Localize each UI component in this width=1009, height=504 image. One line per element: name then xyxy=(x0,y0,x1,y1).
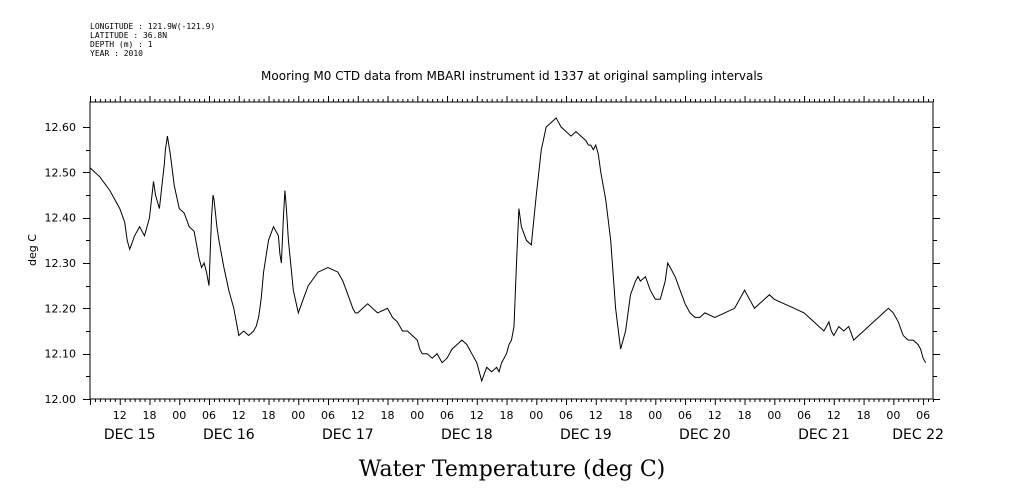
water-temperature-line xyxy=(89,117,927,383)
y-tick-label: 12.60 xyxy=(45,121,77,134)
y-tick-label: 12.30 xyxy=(45,257,77,270)
day-label: DEC 16 xyxy=(203,427,255,443)
day-label: DEC 17 xyxy=(322,427,374,443)
x-tick-label: 18 xyxy=(143,409,157,422)
x-tick-label: 00 xyxy=(767,409,781,422)
x-axis-label: Water Temperature (deg C) xyxy=(359,457,666,482)
tick-marks xyxy=(83,96,940,405)
y-tick-label: 12.50 xyxy=(45,166,77,179)
x-tick-label: 12 xyxy=(589,409,603,422)
day-label: DEC 18 xyxy=(441,427,493,443)
year-label: YEAR : 2010 xyxy=(90,49,143,58)
day-label: DEC 20 xyxy=(679,427,731,443)
metadata-block: LONGITUDE : 121.9W(-121.9) LATITUDE : 36… xyxy=(90,22,215,58)
y-tick-label: 12.20 xyxy=(45,302,77,315)
depth-label: DEPTH (m) : 1 xyxy=(90,40,153,49)
x-tick-label: 06 xyxy=(559,409,573,422)
y-tick-labels: 12.00 12.10 12.20 12.30 12.40 12.50 12.60 xyxy=(45,121,77,406)
plot-frame xyxy=(89,101,934,400)
x-tick-label: 00 xyxy=(172,409,186,422)
y-tick-label: 12.00 xyxy=(45,393,77,406)
latitude-label: LATITUDE : 36.8N xyxy=(90,31,168,40)
x-tick-label: 18 xyxy=(500,409,514,422)
x-tick-label: 18 xyxy=(738,409,752,422)
day-labels: DEC 15 DEC 16 DEC 17 DEC 18 DEC 19 DEC 20 DEC … xyxy=(104,427,944,443)
x-tick-label: 18 xyxy=(619,409,633,422)
y-tick-label: 12.10 xyxy=(45,348,77,361)
day-label: DEC 19 xyxy=(560,427,612,443)
x-tick-label: 06 xyxy=(916,409,930,422)
x-tick-label: 06 xyxy=(797,409,811,422)
x-tick-labels: 12 18 00 06 12 18 00 06 12 18 00 06 12 18 00 06 12 18 00 06… xyxy=(113,409,930,422)
x-tick-label: 00 xyxy=(648,409,662,422)
day-label: DEC 15 xyxy=(104,427,156,443)
y-axis-label: deg C xyxy=(26,234,39,266)
x-tick-label: 06 xyxy=(440,409,454,422)
chart-title: Mooring M0 CTD data from MBARI instrumen… xyxy=(261,69,763,83)
x-tick-label: 00 xyxy=(529,409,543,422)
x-tick-label: 18 xyxy=(262,409,276,422)
x-tick-label: 00 xyxy=(886,409,900,422)
x-tick-label: 18 xyxy=(857,409,871,422)
x-tick-label: 06 xyxy=(202,409,216,422)
day-label: DEC 21 xyxy=(798,427,850,443)
x-tick-label: 12 xyxy=(113,409,127,422)
x-tick-label: 06 xyxy=(321,409,335,422)
x-tick-label: 12 xyxy=(351,409,365,422)
x-tick-label: 00 xyxy=(410,409,424,422)
x-tick-label: 06 xyxy=(678,409,692,422)
longitude-label: LONGITUDE : 121.9W(-121.9) xyxy=(90,22,216,31)
y-tick-label: 12.40 xyxy=(45,212,77,225)
x-tick-label: 12 xyxy=(708,409,722,422)
day-label: DEC 22 xyxy=(892,427,944,443)
x-tick-label: 12 xyxy=(232,409,246,422)
x-tick-label: 12 xyxy=(470,409,484,422)
x-tick-label: 00 xyxy=(291,409,305,422)
x-tick-label: 12 xyxy=(827,409,841,422)
x-tick-label: 18 xyxy=(381,409,395,422)
